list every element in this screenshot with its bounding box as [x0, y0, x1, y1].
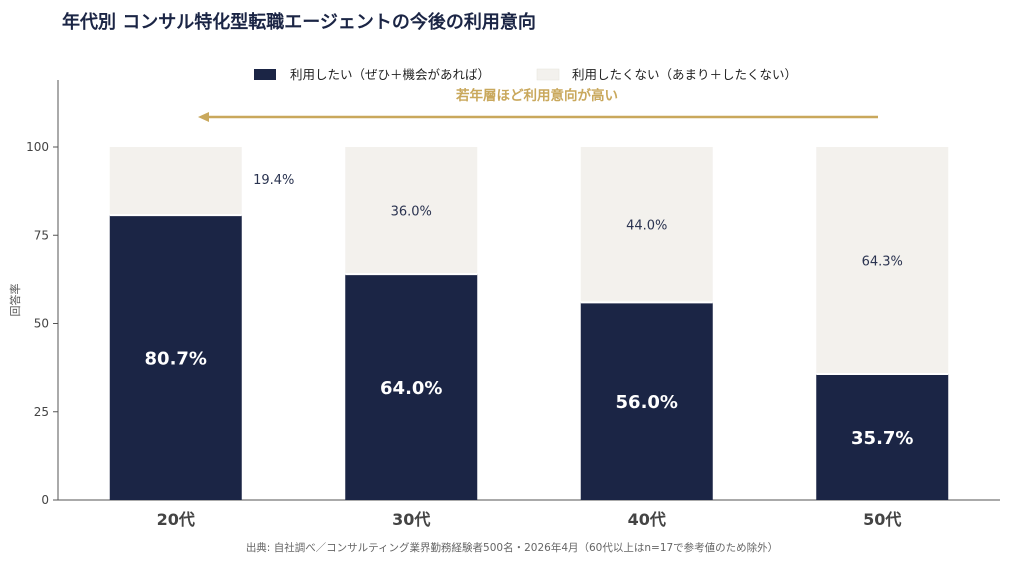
annotation-arrow-head — [198, 112, 209, 122]
x-tick-label: 40代 — [628, 510, 666, 529]
legend-swatch-want — [254, 69, 276, 80]
bar-want-50代 — [816, 373, 949, 500]
x-tick-label: 20代 — [157, 510, 195, 529]
bar-notwant-50代 — [816, 147, 949, 374]
bar-notwant-30代 — [345, 147, 478, 275]
x-tick-label: 30代 — [392, 510, 430, 529]
bar-notwant-20代 — [109, 147, 242, 216]
annotation-text: 若年層ほど利用意向が高い — [455, 87, 618, 104]
y-axis-label: 回答率 — [8, 284, 22, 317]
data-label-notwant: 64.3% — [862, 254, 903, 269]
data-label-want: 64.0% — [380, 378, 442, 399]
bar-want-30代 — [345, 274, 478, 500]
y-tick-label: 25 — [34, 405, 49, 419]
chart-title: 年代別 コンサル特化型転職エージェントの今後の利用意向 — [62, 12, 536, 33]
data-label-notwant: 44.0% — [626, 219, 667, 234]
data-label-want: 35.7% — [851, 428, 913, 449]
y-tick-label: 100 — [26, 140, 49, 154]
data-label-want: 56.0% — [616, 392, 678, 413]
y-tick-label: 0 — [41, 493, 49, 507]
y-tick-label: 50 — [34, 317, 49, 331]
data-label-notwant: 19.4% — [253, 173, 294, 188]
data-label-want: 80.7% — [145, 349, 207, 370]
legend-swatch-notwant — [536, 68, 560, 81]
y-tick-label: 75 — [34, 228, 49, 242]
data-label-notwant: 36.0% — [391, 205, 432, 220]
bar-want-20代 — [109, 215, 242, 500]
bar-want-40代 — [580, 302, 713, 500]
bar-notwant-40代 — [580, 147, 713, 303]
legend-label-notwant: 利用したくない（あまり＋したくない） — [572, 67, 797, 82]
x-tick-label: 50代 — [863, 510, 901, 529]
legend-label-want: 利用したい（ぜひ＋機会があれば） — [290, 67, 490, 82]
source-note: 出典: 自社調べ／コンサルティング業界勤務経験者500名・2026年4月（60代… — [245, 542, 779, 554]
